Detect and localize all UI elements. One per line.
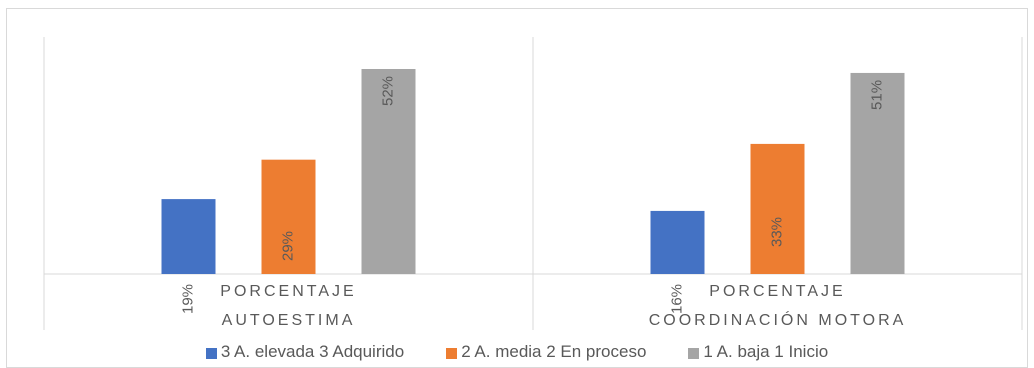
bar <box>650 210 705 274</box>
category-label: AUTOESTIMA <box>222 312 356 329</box>
category-label: COORDINACIÓN MOTORA <box>649 310 907 329</box>
data-label: 52% <box>379 76 396 106</box>
bar <box>261 159 316 274</box>
data-label: 33% <box>768 217 785 247</box>
data-label: 51% <box>868 80 885 110</box>
category-label: PORCENTAJE <box>709 283 845 300</box>
legend-item-series-1: 3 A. elevada 3 Adquirido <box>205 341 405 363</box>
bar <box>750 143 805 274</box>
data-label: 16% <box>668 284 685 314</box>
legend-label-series-2: 2 A. media 2 En proceso <box>461 342 647 361</box>
legend-swatch-series-3 <box>688 347 700 359</box>
legend-swatch-series-2 <box>446 347 458 359</box>
data-label: 19% <box>179 284 196 314</box>
legend-label-series-3: 1 A. baja 1 Inicio <box>703 342 829 361</box>
bar <box>161 199 216 274</box>
category-label: PORCENTAJE <box>220 283 356 300</box>
legend-swatch-series-1 <box>205 347 217 359</box>
legend-item-series-2: 2 A. media 2 En proceso <box>446 341 646 363</box>
legend: 3 A. elevada 3 Adquirido 2 A. media 2 En… <box>0 341 1034 363</box>
bar <box>361 69 416 274</box>
bar <box>850 72 905 274</box>
legend-label-series-1: 3 A. elevada 3 Adquirido <box>220 342 405 361</box>
legend-item-series-3: 1 A. baja 1 Inicio <box>688 341 828 363</box>
data-label: 29% <box>279 231 296 261</box>
